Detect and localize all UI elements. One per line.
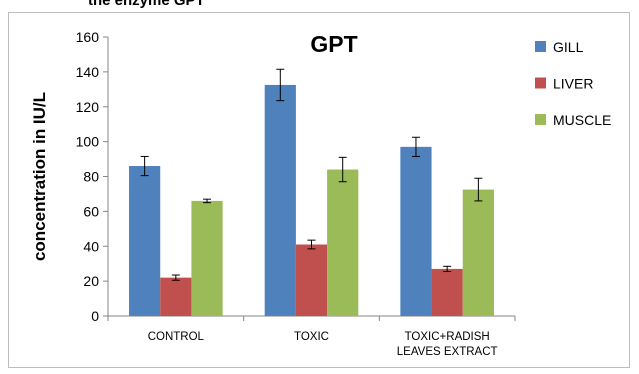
y-tick-label: 80 — [83, 169, 99, 185]
y-tick-label: 60 — [83, 203, 99, 219]
y-tick-label: 140 — [76, 64, 100, 80]
x-category-label: CONTROL — [148, 331, 205, 343]
bar-gill — [264, 84, 296, 316]
bar-gill — [400, 146, 432, 316]
y-tick-label: 160 — [76, 29, 100, 45]
legend-label-liver: LIVER — [553, 76, 593, 92]
x-category-label-line: TOXIC — [294, 331, 329, 343]
bar-liver — [160, 277, 192, 316]
x-category-label-line: CONTROL — [148, 331, 205, 343]
figure-caption: the enzyme GPT — [88, 0, 205, 9]
y-tick-label: 100 — [76, 134, 100, 150]
axes: 0 20 40 60 80 100 120 140 160 concentration in IU… — [30, 29, 516, 358]
x-category-label-line: LEAVES EXTRACT — [397, 346, 498, 358]
bar-liver — [431, 268, 463, 316]
legend-swatch-gill — [535, 41, 546, 52]
legend-label-muscle: MUSCLE — [553, 112, 611, 128]
y-tick-label: 40 — [83, 238, 99, 254]
x-category-label: TOXIC+RADISH LEAVES EXTRACT — [397, 331, 498, 358]
bar-liver — [295, 244, 328, 316]
legend-swatch-muscle — [535, 114, 546, 125]
x-category-label: TOXIC — [294, 331, 329, 343]
legend-label-gill: GILL — [553, 39, 584, 55]
bar-muscle — [327, 169, 359, 316]
chart-frame — [8, 12, 630, 368]
y-tick-label: 20 — [83, 273, 99, 289]
x-category-label-line: TOXIC+RADISH — [405, 331, 490, 343]
chart-title: GPT — [310, 31, 357, 57]
y-tick-label: 0 — [91, 308, 99, 324]
bar-gill — [129, 166, 161, 316]
bar-muscle — [462, 189, 494, 316]
y-axis-title: concentration in IU/L — [30, 92, 49, 261]
legend: GILL LIVER MUSCLE — [535, 39, 611, 128]
y-tick-label: 120 — [76, 99, 100, 115]
bars — [129, 68, 494, 316]
bar-muscle — [191, 200, 223, 316]
legend-swatch-liver — [535, 77, 546, 89]
